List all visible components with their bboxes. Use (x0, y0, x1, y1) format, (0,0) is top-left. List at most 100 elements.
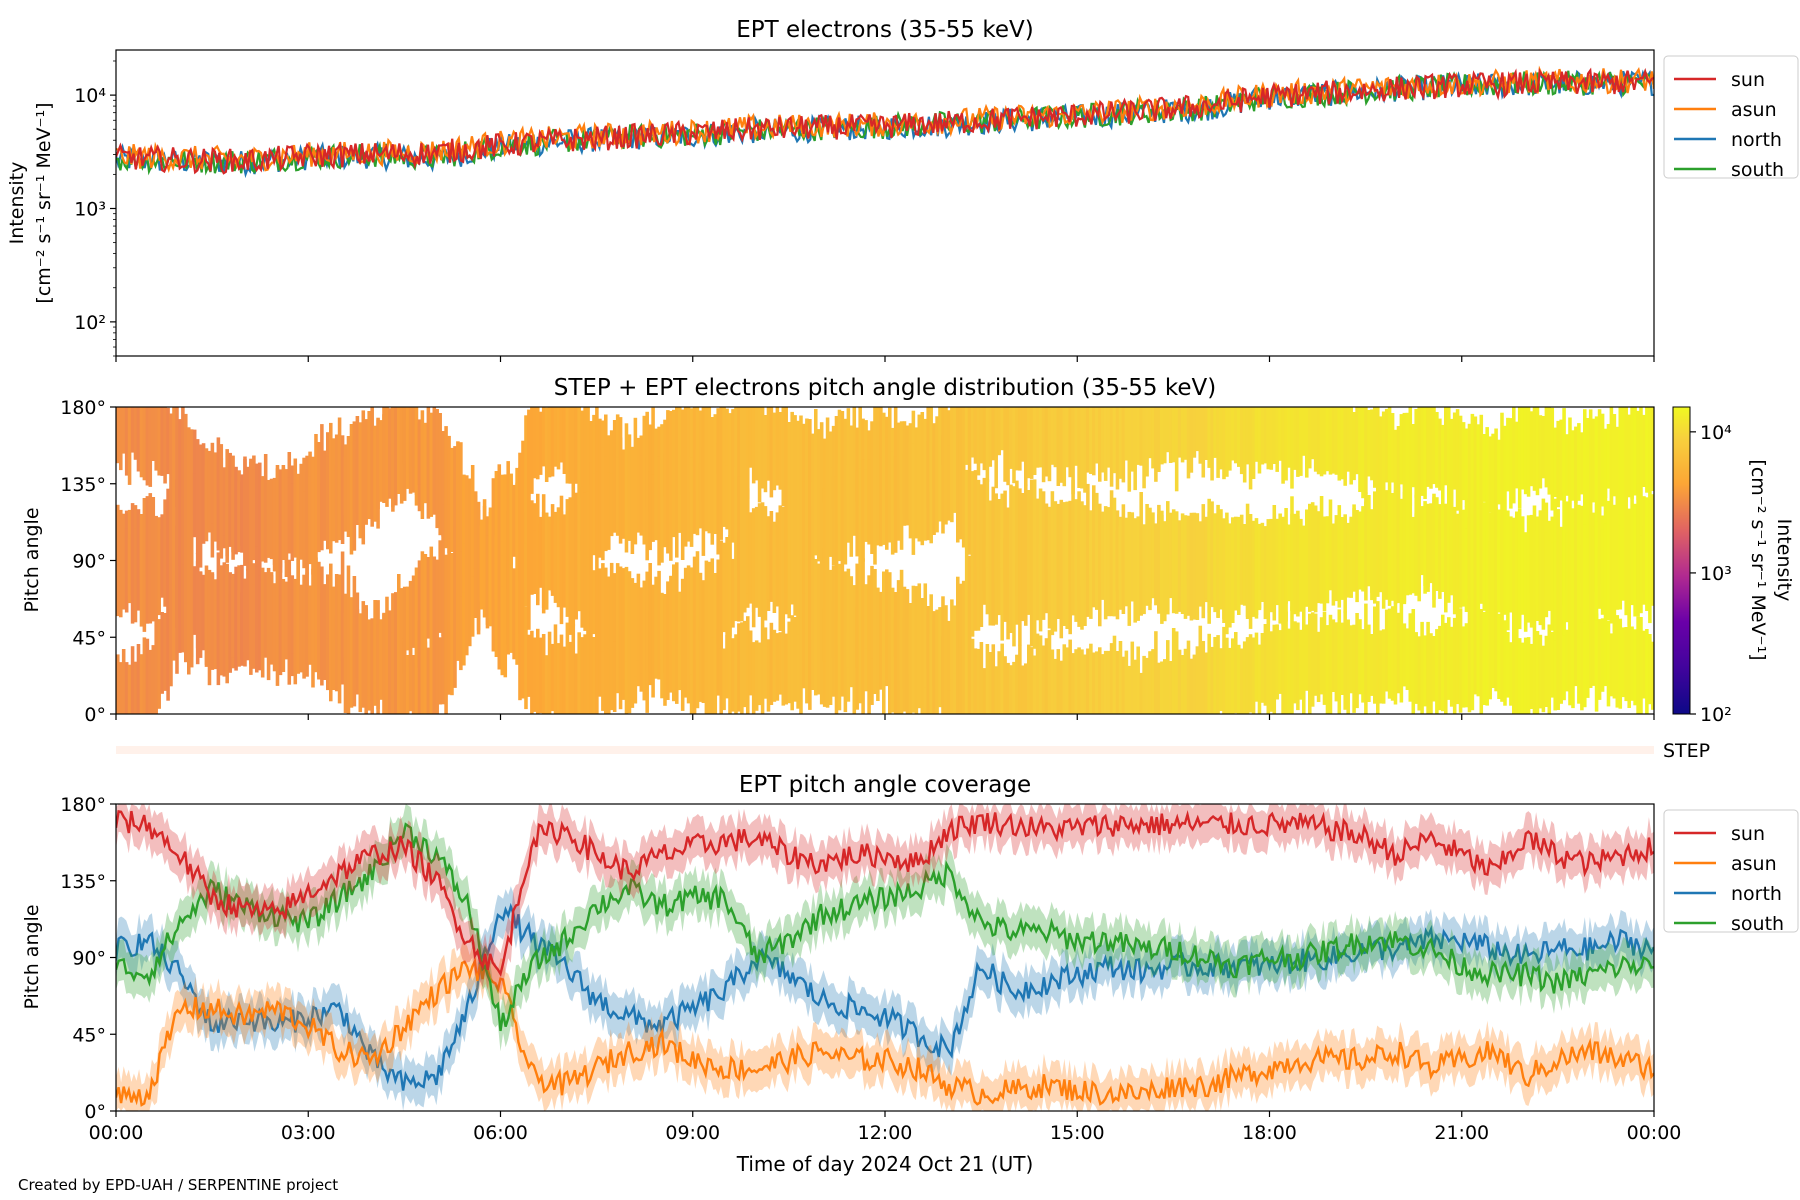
pad-cell (852, 615, 857, 714)
pad-cell (982, 477, 987, 591)
pad-cell (864, 624, 868, 692)
pad-cell (530, 532, 534, 595)
pad-cell (116, 521, 120, 617)
pad-cell (950, 599, 954, 680)
pad-cell (1050, 649, 1055, 714)
pad-cell (861, 418, 865, 495)
pad-cell (1287, 407, 1291, 468)
pad-cell (1364, 407, 1368, 494)
pad-cell (1293, 621, 1297, 704)
pad-cell (654, 576, 658, 662)
pad-cell (1370, 634, 1374, 696)
pad-cell (346, 447, 351, 537)
pad-cell (583, 545, 587, 631)
pad-cell (302, 574, 306, 679)
pad-cell (1284, 407, 1288, 481)
pad-cell (1580, 607, 1584, 711)
pad-cell (1500, 525, 1504, 629)
pad-cell (1645, 629, 1649, 714)
pad-cell (713, 573, 718, 638)
pad-cell (1228, 407, 1232, 471)
pad-cell (858, 468, 862, 563)
pad-cell (444, 610, 448, 714)
pad-cell (885, 437, 889, 550)
pad-cell (1470, 607, 1475, 711)
pad-cell (888, 572, 892, 680)
pad-cell (388, 632, 392, 714)
pad-cell (1565, 629, 1569, 692)
pad-cell (1189, 658, 1194, 714)
pad-cell (814, 559, 818, 653)
pad-cell (246, 589, 250, 661)
pad-cell (819, 488, 824, 565)
pad-cell (840, 411, 845, 511)
pad-cell (1109, 643, 1114, 714)
pad-cell (630, 613, 635, 708)
pad-cell (1411, 424, 1416, 488)
pad-cell (669, 454, 673, 561)
pad-cell (1420, 508, 1424, 576)
pad-cell (814, 409, 818, 514)
pad-cell (1562, 408, 1566, 501)
pad-cell (1455, 409, 1460, 511)
pad-cell (1106, 507, 1111, 590)
pad-cell (260, 481, 265, 562)
pad-cell (707, 561, 712, 647)
pad-cell (1624, 407, 1628, 502)
pad-cell (151, 517, 156, 622)
pad-cell (1553, 607, 1557, 711)
pad-cell (855, 427, 859, 503)
pad-cell (127, 664, 132, 714)
pad-cell (1526, 407, 1531, 497)
pad-cell (1580, 505, 1584, 584)
pad-cell (334, 465, 339, 543)
pad-cell (609, 473, 614, 537)
pad-cell (1003, 490, 1007, 582)
pad-cell (1000, 407, 1004, 451)
pad-cell (1245, 525, 1250, 617)
pad-cell (1248, 407, 1253, 490)
pad-cell (394, 640, 398, 714)
pad-cell (976, 407, 981, 476)
pad-cell (1378, 486, 1383, 593)
pad-cell (766, 407, 771, 481)
pad-cell (562, 407, 567, 474)
pad-cell (172, 486, 176, 589)
pad-cell (778, 632, 783, 695)
pad-cell (734, 466, 738, 579)
pad-cell (1163, 521, 1167, 590)
pad-cell (1538, 415, 1543, 489)
pad-cell (1018, 554, 1022, 646)
pad-cell (911, 443, 916, 555)
pad-cell (547, 407, 552, 478)
pad-cell (216, 578, 221, 686)
pad-cell (1216, 635, 1220, 714)
pad-cell (121, 649, 126, 714)
pad-cell (1148, 407, 1152, 459)
pad-cell (1124, 650, 1129, 714)
pad-cell (1086, 407, 1090, 473)
pad-cell (710, 558, 715, 638)
pad-cell (740, 622, 744, 714)
pad-cell (1509, 532, 1513, 613)
colorbar-tick-label: 10² (1700, 704, 1732, 726)
pad-cell (805, 418, 809, 523)
pad-cell (1343, 514, 1347, 597)
pad-cell (1529, 514, 1534, 628)
pad-cell (814, 473, 818, 556)
pad-cell (1237, 516, 1241, 607)
pad-cell (302, 491, 306, 569)
pad-cell (666, 581, 670, 683)
pad-cell (204, 465, 209, 542)
panel1-x-ticks (115, 356, 1655, 362)
pad-cell (1488, 615, 1492, 700)
pad-cell (119, 513, 123, 618)
pad-cell (822, 548, 827, 662)
pad-cell (1506, 417, 1510, 492)
pad-cell (1606, 424, 1611, 489)
pad-cell (1331, 619, 1336, 692)
pad-cell (609, 605, 614, 711)
pad-cell (352, 440, 357, 551)
pad-cell (1136, 646, 1140, 714)
pad-cell (1559, 635, 1563, 704)
